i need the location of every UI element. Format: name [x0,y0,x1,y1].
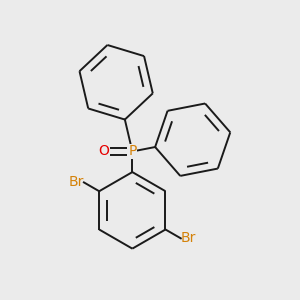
Text: Br: Br [181,231,196,245]
Text: Br: Br [68,176,84,189]
Text: O: O [98,145,109,158]
Text: P: P [128,145,136,158]
